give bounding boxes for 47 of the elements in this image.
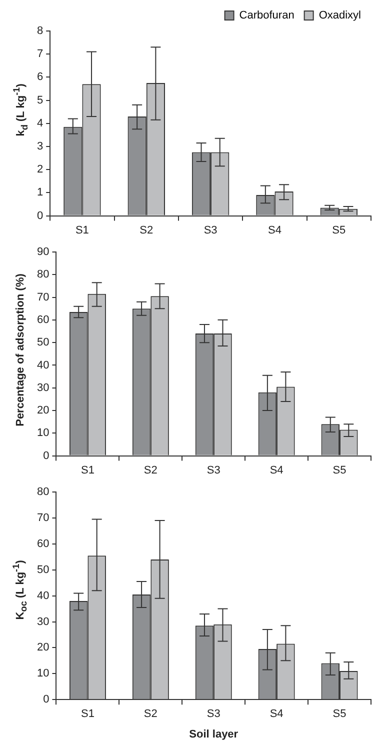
x-tick-label: S2 (144, 464, 158, 476)
x-tick-label: S5 (332, 224, 346, 236)
x-tick-label: S3 (206, 708, 220, 720)
y-tick-label: 50 (36, 336, 50, 349)
y-tick-label: 6 (36, 71, 44, 84)
y-tick-label: 10 (36, 668, 50, 680)
y-tick-label: 60 (36, 314, 50, 326)
y-tick-label: 5 (36, 94, 44, 106)
y-tick-label: 2 (36, 164, 44, 176)
x-tick-label: S2 (140, 224, 154, 236)
legend-label: Oxadixyl (318, 10, 362, 22)
y-tick-label: 0 (36, 210, 44, 222)
x-tick-label: S1 (80, 708, 94, 720)
y-tick-label: 50 (36, 564, 50, 576)
x-tick-label: S1 (80, 464, 94, 476)
x-tick-label: S4 (270, 708, 284, 720)
y-tick-label: 30 (36, 616, 50, 628)
y-tick-label: 20 (36, 404, 50, 417)
x-tick-label: S4 (270, 464, 284, 476)
y-tick-label: 90 (36, 246, 50, 258)
x-tick-label: S5 (332, 464, 346, 476)
x-tick-label: S3 (206, 464, 220, 476)
x-tick-label: S3 (204, 224, 218, 236)
y-tick-label: 60 (36, 538, 50, 550)
y-tick-label: 3 (36, 140, 44, 153)
y-tick-label: 30 (36, 382, 50, 394)
y-tick-label: 20 (36, 642, 50, 654)
legend-label: Carbofuran (239, 10, 294, 22)
y-tick-label: 80 (36, 486, 50, 498)
y-tick-label: 0 (43, 694, 50, 706)
x-tick-label: S4 (268, 224, 282, 236)
y-tick-label: 4 (36, 117, 44, 130)
y-tick-label: 40 (36, 359, 50, 372)
y-tick-label: 70 (36, 291, 50, 304)
y-tick-label: 10 (36, 427, 50, 440)
y-tick-label: 1 (36, 186, 44, 199)
y-axis-title: Percentage of adsorption (%) (14, 274, 26, 426)
x-tick-label: S1 (75, 224, 89, 236)
y-tick-label: 80 (36, 268, 50, 281)
x-axis-title: Soil layer (189, 728, 239, 740)
y-tick-label: 40 (36, 590, 50, 602)
x-tick-label: S5 (332, 708, 346, 720)
y-tick-label: 0 (43, 450, 50, 462)
y-tick-label: 8 (36, 25, 44, 38)
y-tick-label: 7 (36, 48, 44, 60)
y-tick-label: 70 (36, 512, 50, 524)
x-tick-label: S2 (144, 708, 158, 720)
